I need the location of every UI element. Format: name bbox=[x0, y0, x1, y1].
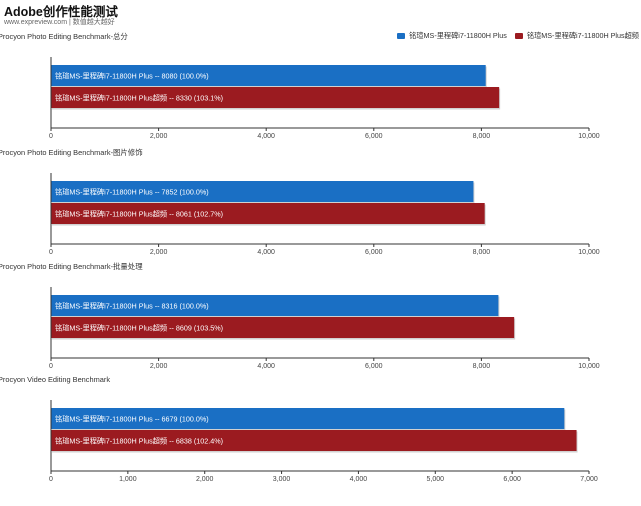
legend-label-stock: 铭瑄MS-里程碑i7-11800H Plus bbox=[409, 31, 507, 40]
chart-0-tick-label-1: 2,000 bbox=[150, 133, 168, 140]
chart-0-bar-1-label: 铭瑄MS-里程碑i7-11800H Plus超频 -- 8330 (103.1%… bbox=[55, 93, 223, 102]
chart-3-bar-0[interactable] bbox=[51, 408, 565, 429]
legend-item-stock[interactable]: 铭瑄MS-里程碑i7-11800H Plus bbox=[397, 31, 507, 41]
chart-2-bar-1-label: 铭瑄MS-里程碑i7-11800H Plus超频 -- 8609 (103.5%… bbox=[55, 323, 223, 332]
chart-1-bar-1[interactable] bbox=[51, 203, 485, 224]
chart-1-tick-label-4: 8,000 bbox=[473, 249, 491, 256]
chart-1-bar-1-label: 铭瑄MS-里程碑i7-11800H Plus超频 -- 8061 (102.7%… bbox=[55, 209, 223, 218]
chart-0-tick-label-4: 8,000 bbox=[473, 133, 491, 140]
chart-1-tick-label-1: 2,000 bbox=[150, 249, 168, 256]
legend-item-overclock[interactable]: 铭瑄MS-里程碑i7-11800H Plus超频 bbox=[514, 31, 639, 41]
page-subtitle: www.expreview.com | 数值越大越好 bbox=[4, 19, 115, 26]
chart-1-tick-label-2: 4,000 bbox=[257, 249, 275, 256]
chart-0-bar-0[interactable] bbox=[51, 65, 486, 86]
chart-0-tick-label-3: 6,000 bbox=[365, 133, 383, 140]
chart-0-tick-label-5: 10,000 bbox=[578, 133, 600, 140]
chart-3-tick-label-3: 3,000 bbox=[273, 476, 291, 483]
chart-3-bar-1-label: 铭瑄MS-里程碑i7-11800H Plus超频 -- 6838 (102.4%… bbox=[55, 436, 223, 445]
chart-2-tick-label-5: 10,000 bbox=[578, 363, 600, 370]
chart-0-tick-label-2: 4,000 bbox=[257, 133, 275, 140]
chart-3-tick-label-4: 4,000 bbox=[350, 476, 368, 483]
chart-2-tick-label-1: 2,000 bbox=[150, 363, 168, 370]
chart-2-tick-label-4: 8,000 bbox=[473, 363, 491, 370]
chart-3-title: Procyon Video Editing Benchmark bbox=[0, 375, 110, 384]
chart-2-tick-label-3: 6,000 bbox=[365, 363, 383, 370]
chart-0-bar-1[interactable] bbox=[51, 87, 500, 108]
chart-1-tick-label-5: 10,000 bbox=[578, 249, 600, 256]
chart-3-tick-label-1: 1,000 bbox=[119, 476, 137, 483]
page-title: Adobe创作性能测试 bbox=[4, 5, 118, 19]
chart-2-bar-0[interactable] bbox=[51, 295, 499, 316]
chart-3-tick-label-2: 2,000 bbox=[196, 476, 214, 483]
chart-1-title: Procyon Photo Editing Benchmark-图片修饰 bbox=[0, 148, 143, 157]
legend-swatch-overclock bbox=[514, 33, 523, 39]
chart-2-title: Procyon Photo Editing Benchmark-批量处理 bbox=[0, 262, 143, 271]
chart-2-tick-label-0: 0 bbox=[49, 363, 53, 370]
chart-2-bar-1[interactable] bbox=[51, 317, 515, 338]
chart-0-bar-0-label: 铭瑄MS-里程碑i7-11800H Plus -- 8080 (100.0%) bbox=[55, 71, 209, 80]
chart-3-tick-label-5: 5,000 bbox=[427, 476, 445, 483]
chart-0-tick-label-0: 0 bbox=[49, 133, 53, 140]
chart-1-tick-label-3: 6,000 bbox=[365, 249, 383, 256]
chart-1-bar-0-label: 铭瑄MS-里程碑i7-11800H Plus -- 7852 (100.0%) bbox=[55, 187, 209, 196]
chart-2-tick-label-2: 4,000 bbox=[257, 363, 275, 370]
chart-2-bar-0-label: 铭瑄MS-里程碑i7-11800H Plus -- 8316 (100.0%) bbox=[55, 301, 209, 310]
chart-3-tick-label-7: 7,000 bbox=[580, 476, 598, 483]
chart-3-bar-1[interactable] bbox=[51, 430, 577, 451]
chart-1-tick-label-0: 0 bbox=[49, 249, 53, 256]
legend-label-overclock: 铭瑄MS-里程碑i7-11800H Plus超频 bbox=[526, 31, 639, 40]
chart-3-bar-0-label: 铭瑄MS-里程碑i7-11800H Plus -- 6679 (100.0%) bbox=[55, 414, 209, 423]
legend-swatch-stock bbox=[397, 33, 406, 39]
chart-1-bar-0[interactable] bbox=[51, 181, 474, 202]
chart-legend: 铭瑄MS-里程碑i7-11800H Plus 铭瑄MS-里程碑i7-11800H… bbox=[389, 31, 639, 41]
chart-0-title: Procyon Photo Editing Benchmark-总分 bbox=[0, 32, 128, 41]
chart-3-tick-label-0: 0 bbox=[49, 476, 53, 483]
chart-3-tick-label-6: 6,000 bbox=[503, 476, 521, 483]
